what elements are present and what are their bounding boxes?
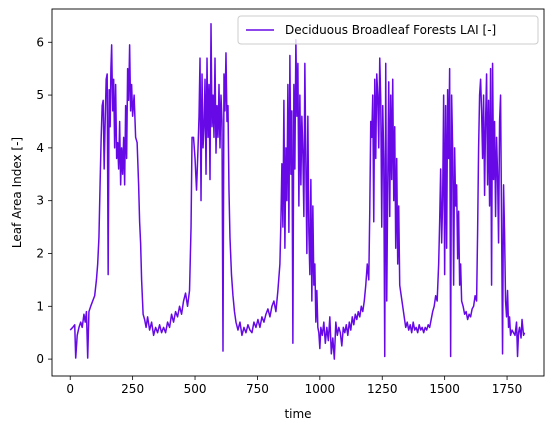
legend-box [237, 15, 539, 45]
y-tick-label: 1 [36, 299, 44, 313]
y-axis-ticks: 0 1 2 3 4 5 6 [36, 35, 52, 366]
legend: Deciduous Broadleaf Forests LAI [-] [237, 15, 539, 45]
y-tick-label: 5 [36, 88, 44, 102]
y-tick-label: 0 [36, 352, 44, 366]
y-tick-label: 2 [36, 246, 44, 260]
y-axis-label: Leaf Area Index [-] [10, 137, 24, 248]
x-tick-label: 0 [66, 382, 74, 396]
x-tick-label: 750 [246, 382, 269, 396]
y-tick-label: 3 [36, 194, 44, 208]
x-tick-label: 1750 [492, 382, 523, 396]
x-tick-label: 1500 [429, 382, 460, 396]
axes-frame [51, 8, 545, 377]
x-tick-label: 1250 [367, 382, 398, 396]
plot-area [69, 23, 526, 360]
x-tick-label: 250 [121, 382, 144, 396]
x-axis-ticks: 0 250 500 750 1000 1250 1500 1750 [66, 376, 522, 396]
y-tick-label: 4 [36, 141, 44, 155]
x-tick-label: 1000 [305, 382, 336, 396]
x-axis-label: time [284, 407, 311, 421]
y-tick-label: 6 [36, 35, 44, 49]
legend-label: Deciduous Broadleaf Forests LAI [-] [285, 23, 496, 37]
x-tick-label: 500 [184, 382, 207, 396]
series-line-0 [69, 23, 526, 360]
